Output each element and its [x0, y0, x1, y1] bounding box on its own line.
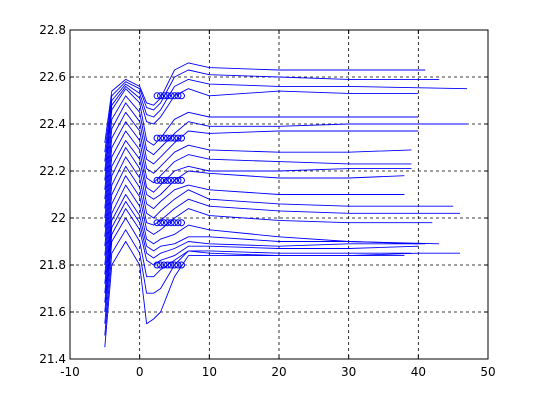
axis-ticks: -10 0 10 20 30 40 50 21.4 21.6 21.8 22 22.2 22.4 22.6… [39, 23, 495, 379]
circle-marker [167, 176, 175, 184]
circle-marker [157, 219, 165, 227]
series-line-9 [104, 165, 461, 266]
series-line-5 [104, 201, 426, 303]
circle-marker [171, 261, 178, 269]
circle-marker [177, 219, 185, 227]
circle-marker [174, 92, 182, 100]
circle-marker [167, 261, 175, 269]
x-tick-label: 10 [202, 365, 217, 379]
series-line-19 [104, 85, 419, 172]
circle-marker [171, 176, 178, 184]
series-line-11 [104, 147, 405, 247]
series-line-10 [104, 156, 454, 256]
circle-marker [164, 176, 172, 184]
circle-marker [164, 219, 172, 227]
series-line-21 [104, 69, 440, 153]
series-line-4 [104, 208, 419, 313]
y-tick-label: 22.2 [39, 164, 66, 178]
circle-marker [167, 134, 175, 142]
circle-marker [153, 92, 161, 100]
series-line-6 [104, 194, 440, 294]
x-tick-label: 30 [341, 365, 356, 379]
circle-marker [153, 261, 161, 269]
circle-marker [160, 261, 168, 269]
circle-marker [177, 134, 185, 142]
circle-marker [171, 219, 178, 227]
circle-marker [177, 261, 185, 269]
circle-marker [160, 134, 168, 142]
y-tick-label: 21.4 [39, 352, 66, 366]
circle-marker [171, 134, 178, 142]
series-line-14 [104, 121, 412, 219]
circle-marker [160, 92, 168, 100]
series-line-15 [104, 111, 412, 209]
circle-marker [157, 92, 165, 100]
circle-marker [164, 261, 172, 269]
circle-marker [153, 176, 161, 184]
circle-marker [153, 219, 161, 227]
series-line-12 [104, 140, 405, 237]
marker-rows [153, 92, 185, 269]
series-line-22 [104, 62, 426, 143]
x-tick-label: 0 [136, 365, 144, 379]
series-line-3 [104, 217, 412, 324]
series-line-13 [104, 130, 412, 228]
x-tick-label: 40 [411, 365, 426, 379]
series-line-16 [104, 102, 419, 200]
circle-marker [153, 134, 161, 142]
series-line-20 [104, 78, 468, 162]
series-line-17 [104, 95, 468, 190]
circle-marker [177, 92, 185, 100]
circle-marker [174, 134, 182, 142]
y-tick-label: 22 [51, 211, 66, 225]
circle-marker [157, 176, 165, 184]
circle-marker [157, 261, 165, 269]
circle-marker [174, 261, 182, 269]
y-tick-label: 21.8 [39, 258, 66, 272]
y-tick-label: 22.8 [39, 23, 66, 37]
circle-marker [171, 92, 178, 100]
x-tick-label: 20 [271, 365, 286, 379]
circle-marker [167, 92, 175, 100]
circle-marker [164, 134, 172, 142]
y-tick-label: 21.6 [39, 305, 66, 319]
circle-marker [174, 176, 182, 184]
circle-marker [177, 176, 185, 184]
circle-marker [174, 219, 182, 227]
series-line-2 [104, 229, 405, 336]
series-lines [104, 62, 468, 348]
series-line-8 [104, 175, 433, 275]
circle-marker [164, 92, 172, 100]
y-tick-label: 22.6 [39, 70, 66, 84]
series-line-7 [104, 184, 419, 284]
circle-marker [157, 134, 165, 142]
circle-marker [167, 219, 175, 227]
y-tick-label: 22.4 [39, 117, 66, 131]
circle-marker [160, 219, 168, 227]
circle-marker [160, 176, 168, 184]
x-tick-label: 50 [480, 365, 495, 379]
x-tick-label: -10 [60, 365, 80, 379]
